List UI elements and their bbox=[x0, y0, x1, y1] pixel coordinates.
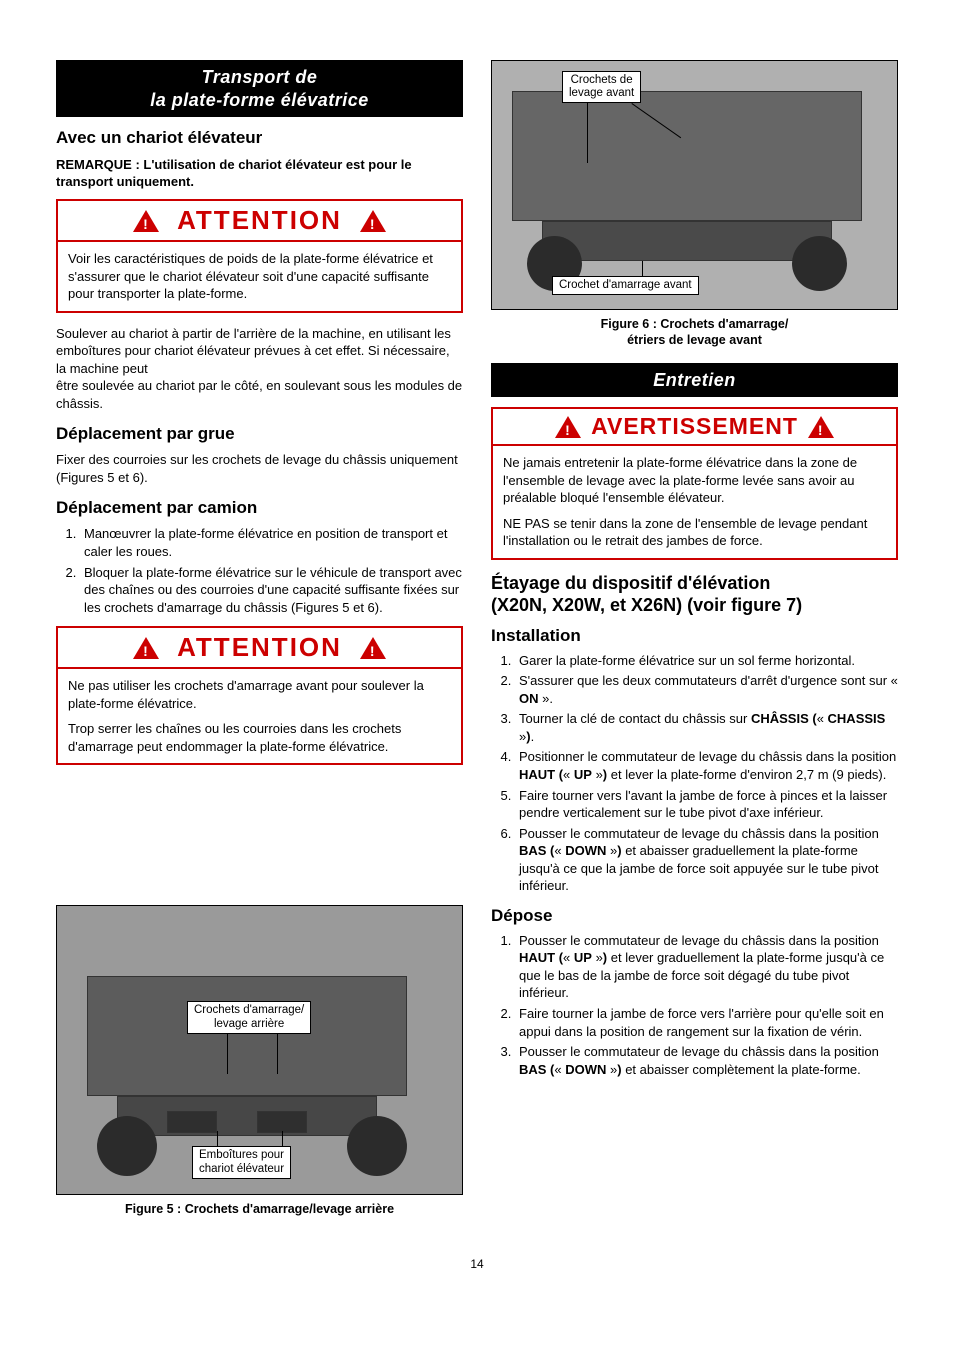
title-line-1: Transport de bbox=[202, 67, 318, 87]
list-item: Tourner la clé de contact du châssis sur… bbox=[515, 710, 898, 745]
attention-word-2: ATTENTION bbox=[177, 630, 342, 665]
list-item: S'assurer que les deux commutateurs d'ar… bbox=[515, 672, 898, 707]
fig6-caption-l2: étriers de levage avant bbox=[627, 333, 762, 347]
list-item: Faire tourner vers l'avant la jambe de f… bbox=[515, 787, 898, 822]
figure-6-caption: Figure 6 : Crochets d'amarrage/ étriers … bbox=[491, 316, 898, 349]
attention-body-1: Voir les caractéristiques de poids de la… bbox=[58, 242, 461, 311]
warning-triangle-icon bbox=[808, 416, 834, 438]
warning-triangle-icon bbox=[360, 210, 386, 232]
two-column-layout: Transport de la plate-forme élévatrice A… bbox=[56, 60, 898, 1232]
attention-body-2: Ne pas utiliser les crochets d'amarrage … bbox=[58, 669, 461, 763]
avert-p2: NE PAS se tenir dans la zone de l'ensemb… bbox=[503, 515, 886, 550]
etayage-l1: Étayage du dispositif d'élévation bbox=[491, 573, 770, 593]
attention-box-1: ATTENTION Voir les caractéristiques de p… bbox=[56, 199, 463, 313]
right-column: Crochets de levage avant Crochet d'amarr… bbox=[491, 60, 898, 1232]
fig6-callout-bottom: Crochet d'amarrage avant bbox=[552, 276, 699, 295]
attention-header-1: ATTENTION bbox=[58, 201, 461, 242]
etayage-l2: (X20N, X20W, et X26N) (voir figure 7) bbox=[491, 595, 802, 615]
left-column: Transport de la plate-forme élévatrice A… bbox=[56, 60, 463, 1232]
camion-steps-list: Manœuvrer la plate-forme élévatrice en p… bbox=[56, 525, 463, 616]
depose-steps-list: Pousser le commutateur de levage du châs… bbox=[491, 932, 898, 1078]
avertissement-body: Ne jamais entretenir la plate-forme élév… bbox=[493, 446, 896, 558]
figure-5-caption: Figure 5 : Crochets d'amarrage/levage ar… bbox=[56, 1201, 463, 1217]
avertissement-box: AVERTISSEMENT Ne jamais entretenir la pl… bbox=[491, 407, 898, 560]
heading-depose: Dépose bbox=[491, 905, 898, 928]
avertissement-word: AVERTISSEMENT bbox=[591, 411, 798, 442]
avertissement-header: AVERTISSEMENT bbox=[493, 409, 896, 446]
remarque-text: REMARQUE : L'utilisation de chariot élév… bbox=[56, 156, 463, 191]
figure-6-image: Crochets de levage avant Crochet d'amarr… bbox=[491, 60, 898, 310]
attention-word-1: ATTENTION bbox=[177, 203, 342, 238]
heading-grue: Déplacement par grue bbox=[56, 423, 463, 446]
installation-steps-list: Garer la plate-forme élévatrice sur un s… bbox=[491, 652, 898, 895]
list-item: Faire tourner la jambe de force vers l'a… bbox=[515, 1005, 898, 1040]
avert-p1: Ne jamais entretenir la plate-forme élév… bbox=[503, 454, 886, 507]
warning-triangle-icon bbox=[133, 637, 159, 659]
warning-triangle-icon bbox=[133, 210, 159, 232]
heading-installation: Installation bbox=[491, 625, 898, 648]
figure-5-image: Crochets d'amarrage/ levage arrière Embo… bbox=[56, 905, 463, 1195]
page-number: 14 bbox=[56, 1256, 898, 1272]
list-item: Pousser le commutateur de levage du châs… bbox=[515, 1043, 898, 1078]
section-title-transport: Transport de la plate-forme élévatrice bbox=[56, 60, 463, 117]
attention-header-2: ATTENTION bbox=[58, 628, 461, 669]
figure-5: Crochets d'amarrage/ levage arrière Embo… bbox=[56, 905, 463, 1217]
fig5-callout-bottom: Emboîtures pour chariot élévateur bbox=[192, 1146, 291, 1178]
list-item: Pousser le commutateur de levage du châs… bbox=[515, 932, 898, 1002]
list-item: Bloquer la plate-forme élévatrice sur le… bbox=[80, 564, 463, 617]
heading-etayage: Étayage du dispositif d'élévation (X20N,… bbox=[491, 572, 898, 617]
heading-camion: Déplacement par camion bbox=[56, 497, 463, 520]
list-item: Manœuvrer la plate-forme élévatrice en p… bbox=[80, 525, 463, 560]
attention-1-text: Voir les caractéristiques de poids de la… bbox=[68, 250, 451, 303]
fig6-caption-l1: Figure 6 : Crochets d'amarrage/ bbox=[601, 317, 789, 331]
list-item: Positionner le commutateur de levage du … bbox=[515, 748, 898, 783]
section-title-entretien: Entretien bbox=[491, 363, 898, 398]
attention-box-2: ATTENTION Ne pas utiliser les crochets d… bbox=[56, 626, 463, 765]
warning-triangle-icon bbox=[555, 416, 581, 438]
list-item: Garer la plate-forme élévatrice sur un s… bbox=[515, 652, 898, 670]
title-line-2: la plate-forme élévatrice bbox=[150, 90, 369, 110]
figure-6: Crochets de levage avant Crochet d'amarr… bbox=[491, 60, 898, 349]
attention-2-p1: Ne pas utiliser les crochets d'amarrage … bbox=[68, 677, 451, 712]
attention-2-p2: Trop serrer les chaînes ou les courroies… bbox=[68, 720, 451, 755]
paragraph-grue: Fixer des courroies sur les crochets de … bbox=[56, 451, 463, 486]
paragraph-soulever: Soulever au chariot à partir de l'arrièr… bbox=[56, 325, 463, 413]
warning-triangle-icon bbox=[360, 637, 386, 659]
heading-chariot: Avec un chariot élévateur bbox=[56, 127, 463, 150]
list-item: Pousser le commutateur de levage du châs… bbox=[515, 825, 898, 895]
fig6-callout-top: Crochets de levage avant bbox=[562, 71, 641, 103]
fig5-callout-top: Crochets d'amarrage/ levage arrière bbox=[187, 1001, 311, 1033]
